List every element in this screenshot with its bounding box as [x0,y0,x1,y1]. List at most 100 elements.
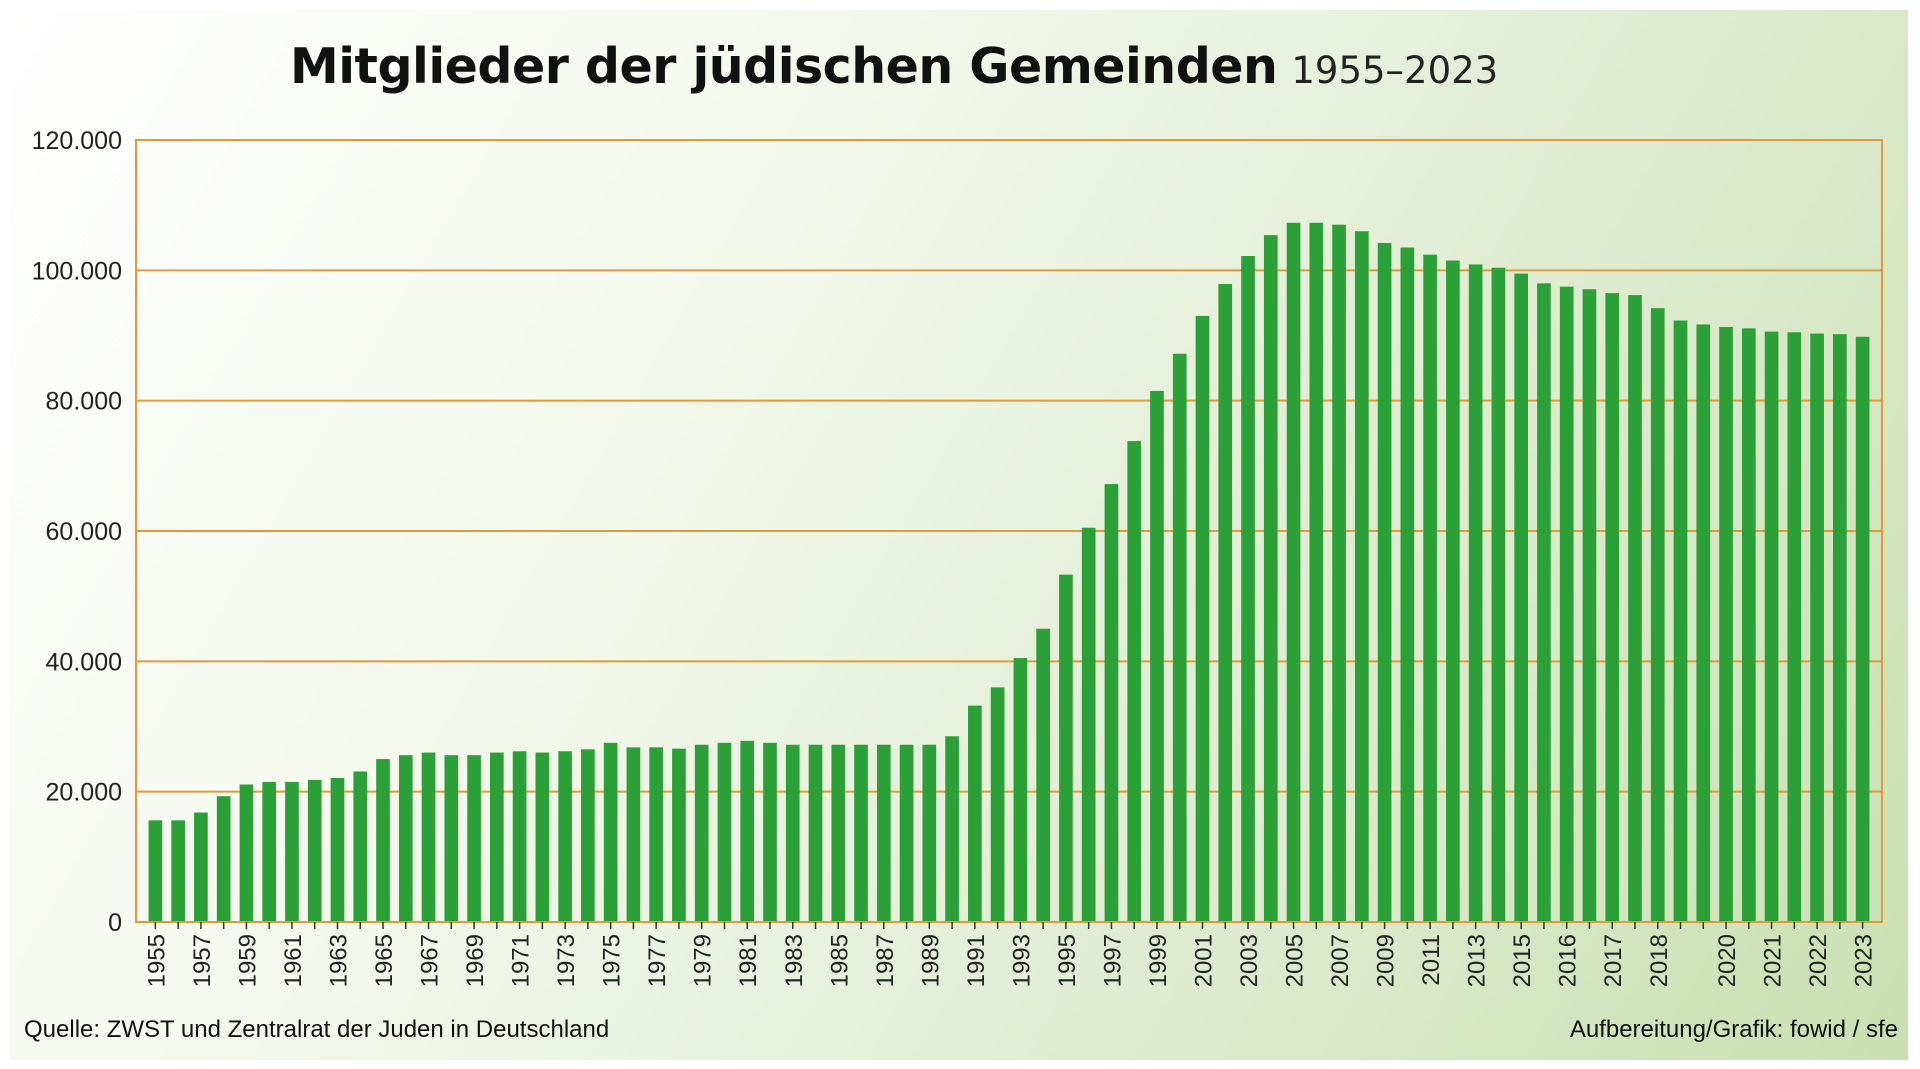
x-tick-label: 2017 [1600,934,1627,987]
bar [1605,293,1620,922]
x-tick-label: 1957 [189,934,216,987]
y-tick-label: 60.000 [46,518,122,546]
bar [1013,658,1028,922]
bar [1741,328,1756,922]
bar [1332,224,1346,922]
bar [831,744,846,922]
bar [1172,353,1187,922]
x-tick-label: 2005 [1282,934,1309,987]
x-tick-label: 1989 [917,934,944,987]
x-tick-label: 1993 [1008,934,1035,987]
credit-note: Aufbereitung/Grafik: fowid / sfe [1569,1016,1898,1043]
bar [490,752,504,922]
bar [740,740,755,922]
bar [1764,331,1779,923]
bar [785,744,800,922]
bar [1491,267,1506,922]
plot-frame [135,139,1883,923]
bar [1377,242,1392,923]
bar [1673,320,1688,922]
bar [876,744,891,922]
bar [1582,289,1597,922]
bar [512,751,527,922]
x-tick-label: 2016 [1555,934,1582,987]
bar [672,748,686,922]
y-tick-label: 80.000 [46,388,122,416]
bar [1263,235,1278,923]
bar [1537,283,1551,922]
bar [1855,336,1870,922]
x-tick-label: 2022 [1805,934,1832,987]
bar [717,742,732,922]
x-tick-label: 1985 [826,934,853,987]
source-note: Quelle: ZWST und Zentralrat der Juden in… [24,1016,610,1043]
x-tick-label: 2001 [1190,934,1217,987]
x-tick-label: 1981 [735,934,762,987]
x-tick-label: 2007 [1327,934,1354,987]
chart-title: Mitglieder der jüdischen Gemeinden [290,38,1278,95]
x-tick-label: 1971 [508,934,535,987]
bar [922,744,937,922]
x-tick-label: 1963 [325,934,352,987]
bar [1150,390,1164,922]
x-tick-label: 1959 [234,934,261,987]
bar [1468,264,1483,922]
y-tick-label: 20.000 [46,779,122,807]
bar [1650,308,1665,922]
x-tick-label: 1969 [462,934,489,987]
y-tick-label: 120.000 [32,127,122,155]
bar [239,784,254,922]
bar [148,820,163,922]
x-tick-label: 2021 [1760,934,1787,987]
x-tick-label: 1997 [1099,934,1126,987]
x-tick-label: 1979 [690,934,717,987]
bar [1400,247,1415,922]
x-tick-label: 1967 [417,934,444,987]
x-tick-label: 1961 [280,934,307,987]
bar [444,755,459,922]
bar [421,752,436,922]
x-tick-label: 2018 [1646,934,1673,987]
bar [398,755,413,922]
bar [376,759,390,922]
bar [194,812,208,922]
x-tick-label: 2009 [1373,934,1400,987]
bar [1696,324,1711,923]
bar [1423,254,1437,922]
bar [330,777,345,922]
bar [694,744,709,922]
bar [1241,255,1255,922]
x-tick-label: 1975 [599,934,626,987]
bar [353,771,368,922]
bar [626,747,641,922]
bar [1218,284,1233,923]
y-axis-ticks: 0 20.000 40.000 60.000 80.000 100.000 120.000 [32,127,122,937]
y-tick-label: 40.000 [46,648,122,676]
bar [1514,273,1528,922]
bar [1833,334,1847,922]
bar [262,781,277,922]
bar [1059,574,1073,922]
x-tick-label: 1987 [872,934,899,987]
x-tick-label: 2015 [1509,934,1536,987]
bar [581,749,595,922]
x-tick-label: 1973 [553,934,580,987]
x-tick-label: 1965 [371,934,398,987]
bar [1036,628,1050,922]
bar [1104,484,1119,922]
x-tick-label: 1977 [644,934,671,987]
bar [285,781,299,922]
bar [1446,260,1460,922]
x-tick-label: 2023 [1851,934,1878,987]
bar [1787,332,1802,922]
bar [990,687,1005,922]
x-tick-label: 1995 [1054,934,1081,987]
bar [1127,441,1142,922]
x-axis-ticks: 1955 1957 1959 1961 1963 1965 1967 1969 1971 1973… [143,922,1878,987]
y-tick-label: 0 [108,909,122,937]
bar [854,744,868,922]
gridlines [136,269,1882,793]
bar [558,751,572,922]
bar [467,755,481,922]
